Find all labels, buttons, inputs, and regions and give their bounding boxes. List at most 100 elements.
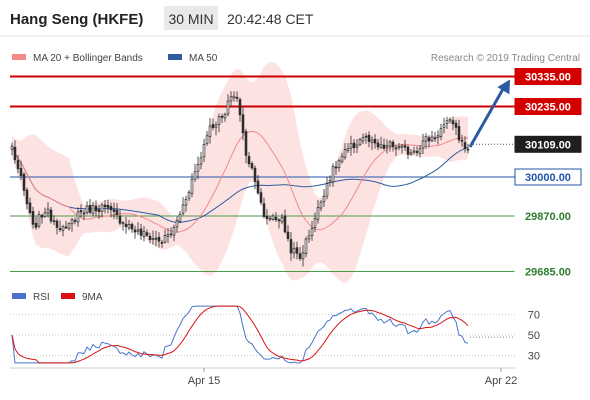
candle-body [154, 237, 158, 240]
candle-body [139, 228, 143, 236]
candle-body [166, 234, 170, 237]
candle-body [268, 217, 272, 220]
candle-body [94, 205, 98, 212]
candle-body [43, 212, 47, 217]
candle-body [91, 205, 95, 214]
candle-body [448, 118, 452, 122]
candle-body [214, 124, 218, 128]
candle-body [397, 145, 401, 149]
candle-body [73, 220, 77, 222]
candle-body [52, 220, 56, 223]
candle-body [274, 216, 278, 221]
candle-body [319, 201, 323, 209]
candle-body [295, 247, 299, 254]
candle-body [205, 135, 209, 144]
candle-body [382, 144, 386, 149]
candle-body [364, 135, 368, 138]
legend-ma50-label: MA 50 [189, 53, 218, 64]
candle-body [49, 209, 53, 222]
candle-body [58, 228, 62, 230]
price-levels [10, 75, 515, 272]
rsi-ma-line [11, 305, 469, 364]
candle-body [40, 215, 44, 218]
bollinger-band-area [12, 62, 468, 283]
candle-body [370, 139, 374, 143]
candle-body [439, 128, 443, 137]
candle-body [352, 142, 356, 149]
candle-body [16, 160, 20, 169]
candle-body [175, 220, 179, 228]
candle-body [418, 148, 422, 154]
candle-body [421, 140, 425, 149]
candle-body [253, 167, 257, 182]
candle-body [118, 215, 122, 224]
candlesticks [10, 91, 470, 267]
candle-body [292, 248, 296, 254]
candle-body [187, 191, 191, 199]
candle-body [133, 229, 137, 233]
candle-body [337, 159, 341, 168]
candle-body [301, 252, 305, 260]
candle-body [124, 223, 128, 227]
candle-body [169, 233, 173, 236]
candle-body [346, 148, 350, 151]
candle-body [163, 235, 167, 243]
rsi-panel: 70 50 30 [10, 305, 540, 364]
candle-body [235, 96, 239, 99]
candle-body [25, 189, 29, 205]
candle-body [259, 192, 263, 203]
forecast-arrow [468, 79, 510, 148]
candle-body [349, 143, 353, 149]
candle-body [388, 141, 392, 147]
level-label-29870.00: 29870.00 [525, 211, 571, 223]
candle-body [307, 235, 311, 240]
candle-body [244, 131, 248, 156]
candle-body [31, 211, 35, 225]
candle-body [457, 126, 461, 141]
candle-body [100, 204, 104, 212]
legend-9ma-swatch [61, 293, 75, 299]
candle-body [217, 115, 221, 125]
candle-body [445, 120, 449, 124]
candle-body [103, 204, 107, 208]
forecast-arrow-head [497, 79, 510, 95]
candle-body [385, 145, 389, 148]
legend-ma50-swatch [168, 54, 182, 60]
legend-bb-label: MA 20 + Bollinger Bands [33, 53, 143, 64]
legend-rsi-swatch [12, 293, 26, 299]
candle-body [145, 232, 149, 236]
time-label: 20:42:48 CET [227, 11, 314, 27]
level-label-box-30235.00 [514, 98, 582, 115]
candle-body [172, 227, 176, 236]
candle-body [262, 203, 266, 217]
candle-body [28, 202, 32, 214]
candle-body [19, 168, 23, 176]
candle-body [127, 223, 131, 229]
candle-body [121, 222, 125, 225]
candle-body [178, 214, 182, 222]
candle-body [379, 144, 383, 148]
candle-body [310, 228, 314, 236]
candle-body [232, 95, 236, 99]
level-label-box-29870.00 [514, 207, 582, 225]
candle-body [223, 114, 227, 119]
level-label-box-30109.00 [514, 135, 582, 153]
candle-body [325, 183, 329, 197]
legend-bb-swatch [12, 54, 26, 60]
candle-body [298, 253, 302, 259]
candle-body [466, 148, 470, 151]
candle-body [442, 124, 446, 128]
candle-body [277, 219, 281, 222]
candle-body [238, 99, 242, 116]
candle-body [340, 155, 344, 163]
candle-body [373, 138, 377, 144]
candle-body [55, 220, 59, 228]
bollinger-band [12, 62, 468, 283]
candle-body [136, 229, 140, 232]
level-label-30000.00: 30000.00 [525, 172, 571, 184]
legend-9ma-label: 9MA [82, 292, 103, 303]
candle-body [409, 152, 413, 155]
candle-body [106, 204, 110, 208]
candle-body [85, 205, 89, 214]
